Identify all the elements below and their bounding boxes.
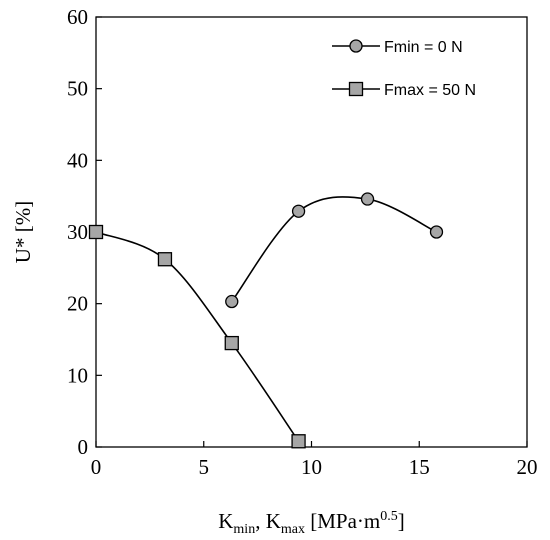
series-2-point [291, 434, 306, 449]
x-axis-label-part: 0.5 [380, 509, 398, 524]
legend-marker [349, 39, 363, 53]
series-2-point [157, 252, 173, 267]
series-2-point [224, 335, 239, 351]
x-tick-label: 15 [409, 455, 430, 479]
legend: Fmin = 0 N Fmax = 50 N [332, 39, 476, 99]
series-line-1 [231, 196, 437, 302]
y-tick-label: 60 [67, 5, 88, 29]
series-markers [88, 192, 444, 449]
series-line-2 [95, 231, 300, 442]
x-axis-label: Kmin, Kmax [MPa·m0.5] [218, 509, 404, 537]
x-axis-label-part: ] [398, 509, 405, 533]
x-axis-label-part: , K [255, 509, 281, 533]
series-lines [95, 196, 437, 442]
y-tick-label: 40 [67, 148, 88, 172]
y-tick-label: 10 [67, 363, 88, 387]
x-axis-label-part: K [218, 509, 233, 533]
y-tick-label: 30 [67, 220, 88, 244]
y-tick-label: 0 [78, 435, 89, 459]
legend-label: Fmin = 0 N [384, 39, 463, 56]
x-tick-label: 5 [199, 455, 210, 479]
y-tick-label: 20 [67, 292, 88, 316]
x-tick-label: 0 [91, 455, 102, 479]
series-1-point [360, 192, 375, 206]
axis-ticks: 0 5 10 15 20 0 10 20 30 40 50 60 [67, 5, 538, 479]
series-2-point [88, 224, 104, 240]
y-axis-label: U* [%] [11, 201, 35, 263]
x-tick-label: 10 [301, 455, 322, 479]
legend-label: Fmax = 50 N [384, 82, 476, 99]
series-1-point [291, 204, 306, 218]
x-axis-label-part: [MPa·m [305, 509, 380, 533]
y-tick-label: 50 [67, 77, 88, 101]
series-1-point [429, 225, 444, 239]
x-tick-label: 20 [517, 455, 538, 479]
legend-marker [348, 81, 364, 97]
x-axis-label-part: max [281, 522, 305, 537]
x-axis-label-part: min [233, 522, 255, 537]
series-1-point [225, 294, 239, 309]
